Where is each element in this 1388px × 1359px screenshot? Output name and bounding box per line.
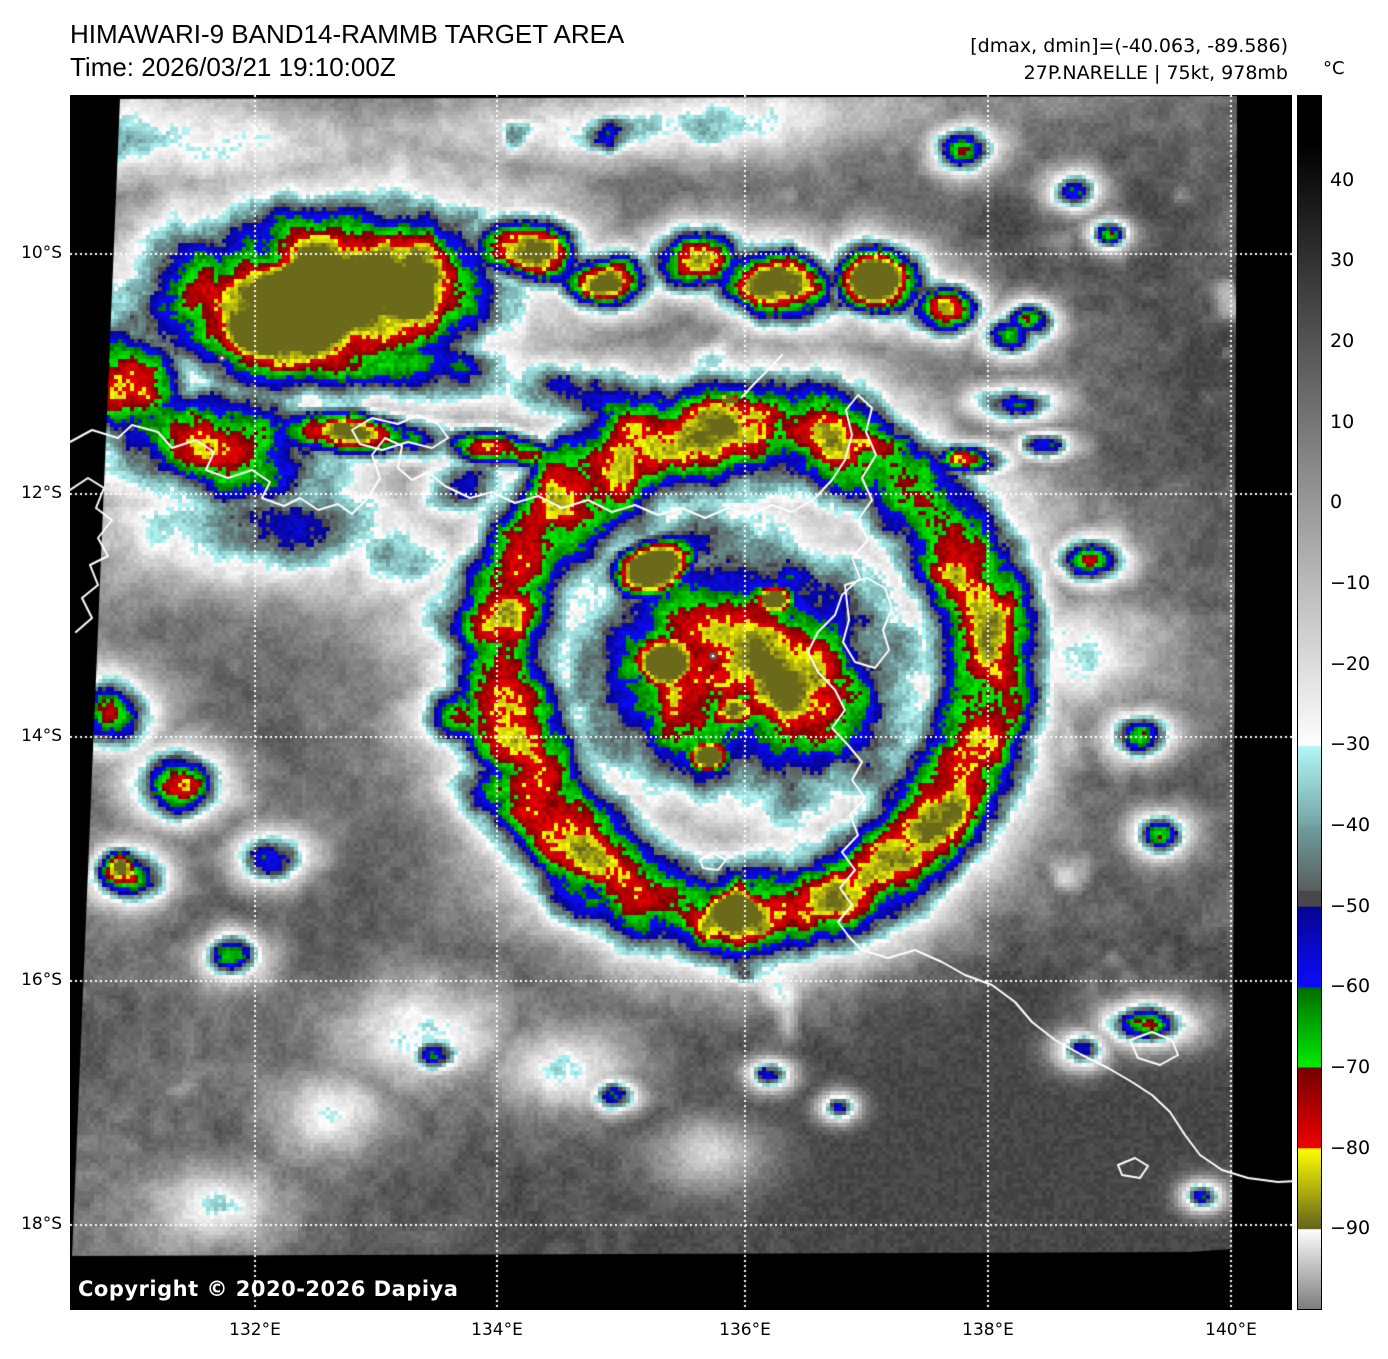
product-time: Time: 2026/03/21 19:10:00Z xyxy=(70,52,396,83)
lon-tick-label: 134°E xyxy=(471,1320,523,1340)
lat-tick-label: 12°S xyxy=(21,483,62,503)
colorbar-tick-label: 20 xyxy=(1330,329,1355,352)
title-block: HIMAWARI-9 BAND14-RAMMB TARGET AREA Time… xyxy=(70,18,624,85)
colorbar-tick-label: −10 xyxy=(1330,571,1371,594)
colorbar-tick-label: 30 xyxy=(1330,249,1355,272)
lon-tick-label: 138°E xyxy=(962,1320,1014,1340)
satellite-image-canvas xyxy=(70,95,1292,1310)
lon-tick-label: 136°E xyxy=(719,1320,771,1340)
dmax-dmin-readout: [dmax, dmin]=(-40.063, -89.586) xyxy=(970,35,1288,57)
colorbar-tick-label: 0 xyxy=(1330,491,1343,514)
colorbar-tick-label: −80 xyxy=(1330,1136,1371,1159)
storm-info: 27P.NARELLE | 75kt, 978mb xyxy=(1023,61,1288,84)
info-block: [dmax, dmin]=(-40.063, -89.586) 27P.NARE… xyxy=(970,33,1288,86)
lon-tick-label: 140°E xyxy=(1205,1320,1257,1340)
colorbar-tick-label: −70 xyxy=(1330,1055,1371,1078)
colorbar-tick-label: −30 xyxy=(1330,733,1371,756)
colorbar xyxy=(1297,95,1322,1310)
lat-tick-label: 10°S xyxy=(21,243,62,263)
map-plot: Copyright © 2020-2026 Dapiya xyxy=(70,95,1292,1310)
lat-tick-label: 16°S xyxy=(21,970,62,990)
lat-tick-label: 18°S xyxy=(21,1214,62,1234)
colorbar-tick-label: 40 xyxy=(1330,168,1355,191)
product-title: HIMAWARI-9 BAND14-RAMMB TARGET AREA xyxy=(70,19,625,49)
copyright-text: Copyright © 2020-2026 Dapiya xyxy=(78,1277,459,1301)
colorbar-tick-label: −60 xyxy=(1330,975,1371,998)
colorbar-unit-label: °C xyxy=(1323,58,1345,79)
lon-tick-label: 132°E xyxy=(229,1320,281,1340)
colorbar-tick-label: −20 xyxy=(1330,652,1371,675)
colorbar-tick-label: −50 xyxy=(1330,894,1371,917)
lat-tick-label: 14°S xyxy=(21,726,62,746)
colorbar-tick-label: −40 xyxy=(1330,813,1371,836)
colorbar-tick-label: −90 xyxy=(1330,1217,1371,1240)
colorbar-tick-label: 10 xyxy=(1330,410,1355,433)
